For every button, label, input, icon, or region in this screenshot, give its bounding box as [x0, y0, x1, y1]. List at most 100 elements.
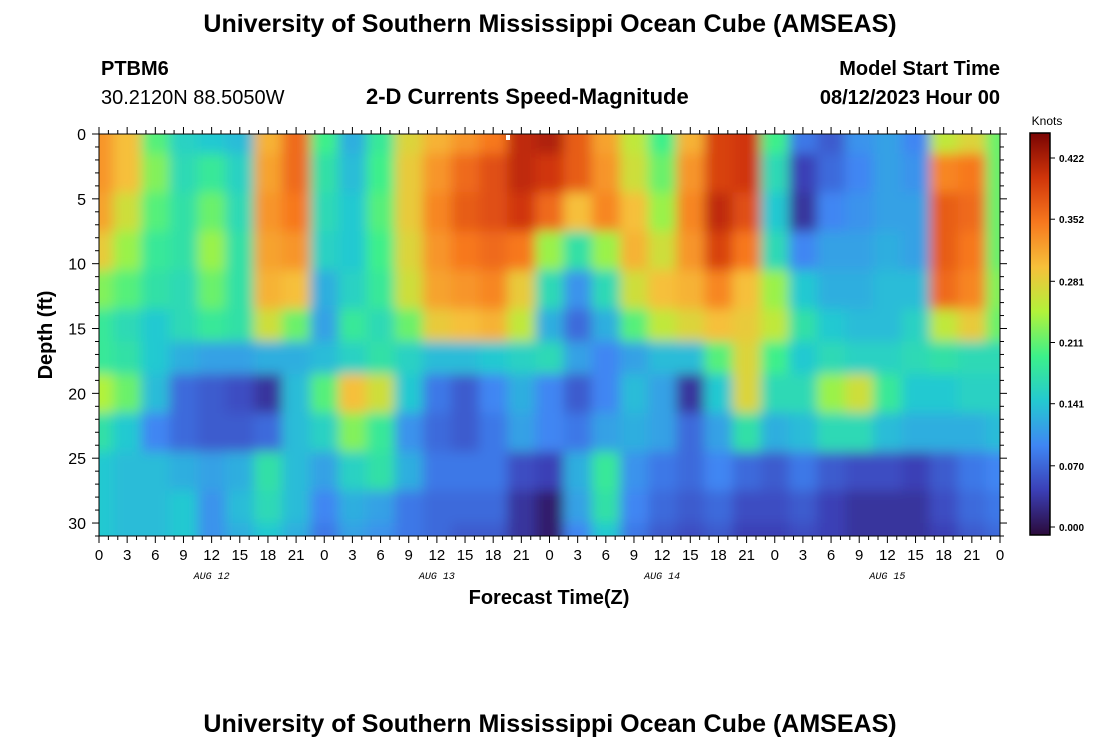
heatmap-cell	[676, 270, 705, 310]
heatmap-cell	[591, 153, 621, 193]
heatmap-cell	[704, 523, 734, 536]
heatmap-cell	[225, 134, 255, 155]
heatmap-cell	[169, 192, 199, 232]
x-tick-label: 12	[879, 547, 896, 564]
day-label: AUG 12	[193, 572, 230, 583]
heatmap-cell	[817, 270, 846, 310]
heatmap-cell	[338, 192, 368, 232]
heatmap-cell	[648, 490, 677, 524]
heatmap-cell	[479, 309, 508, 343]
heatmap-cell	[479, 231, 508, 271]
heatmap-cell	[845, 373, 874, 414]
heatmap-cell	[141, 523, 170, 536]
heatmap-cell	[535, 451, 565, 492]
heatmap-cell	[99, 412, 114, 453]
heatmap-cell	[704, 373, 734, 414]
heatmap-cell	[591, 192, 621, 232]
heatmap-cell	[394, 341, 424, 375]
heatmap-cell	[788, 451, 818, 492]
x-tick-label: 6	[827, 547, 835, 564]
heatmap-cell	[817, 192, 846, 232]
heatmap-cell	[845, 309, 874, 343]
heatmap-cell	[338, 523, 368, 536]
y-tick-label: 5	[77, 192, 86, 209]
heatmap-cell	[99, 309, 114, 343]
heatmap-cell	[310, 309, 339, 343]
heatmap-cell	[957, 309, 987, 343]
heatmap-cell	[563, 490, 593, 524]
heatmap-cell	[113, 373, 142, 414]
heatmap-cell	[676, 373, 705, 414]
heatmap-cell	[901, 523, 931, 536]
heatmap-cell	[901, 134, 931, 155]
heatmap-cell	[422, 451, 452, 492]
heatmap-cell	[957, 373, 987, 414]
x-tick-label: 3	[799, 547, 807, 564]
heatmap-cell	[310, 523, 339, 536]
x-tick-label: 3	[348, 547, 356, 564]
heatmap-cell	[225, 523, 255, 536]
heatmap-cell	[676, 341, 705, 375]
heatmap-cells	[99, 134, 1000, 536]
heatmap-cell	[648, 192, 677, 232]
heatmap-cell	[704, 153, 734, 193]
heatmap-cell	[169, 412, 199, 453]
heatmap-cell	[253, 490, 283, 524]
heatmap-cell	[760, 309, 790, 343]
heatmap-cell	[310, 134, 339, 155]
heatmap-cell	[535, 270, 565, 310]
heatmap-cell	[338, 270, 368, 310]
heatmap-cell	[169, 373, 199, 414]
heatmap-cell	[563, 270, 593, 310]
heatmap-cell	[141, 309, 170, 343]
heatmap-cell	[760, 270, 790, 310]
heatmap-cell	[591, 412, 621, 453]
heatmap-cell	[141, 373, 170, 414]
heatmap-cell	[985, 412, 1000, 453]
heatmap-cell	[873, 412, 903, 453]
heatmap-cell	[760, 153, 790, 193]
heatmap-cell	[422, 490, 452, 524]
heatmap-cell	[873, 134, 903, 155]
heatmap-cell	[338, 341, 368, 375]
heatmap-cell	[451, 412, 480, 453]
heatmap-cell	[422, 309, 452, 343]
x-tick-label: 6	[151, 547, 159, 564]
heatmap-cell	[282, 134, 311, 155]
heatmap-cell	[507, 412, 537, 453]
heatmap-cell	[310, 412, 339, 453]
heatmap-cell	[141, 341, 170, 375]
heatmap-cell	[788, 373, 818, 414]
heatmap-cell	[197, 231, 227, 271]
heatmap-cell	[619, 231, 649, 271]
heatmap-cell	[99, 270, 114, 310]
heatmap-cell	[619, 134, 649, 155]
heatmap-cell	[985, 192, 1000, 232]
heatmap-cell	[845, 490, 874, 524]
heatmap-cell	[479, 192, 508, 232]
heatmap-cell	[113, 192, 142, 232]
x-tick-label: 21	[738, 547, 755, 564]
x-tick-label: 0	[320, 547, 328, 564]
heatmap-cell	[253, 309, 283, 343]
heatmap-cell	[901, 412, 931, 453]
heatmap-cell	[957, 270, 987, 310]
heatmap-cell	[788, 134, 818, 155]
heatmap-cell	[901, 341, 931, 375]
heatmap-cell	[929, 153, 959, 193]
heatmap-cell	[169, 451, 199, 492]
heatmap-cell	[113, 341, 142, 375]
heatmap-cell	[676, 309, 705, 343]
heatmap-cell	[845, 270, 874, 310]
heatmap-cell	[817, 341, 846, 375]
x-tick-label: 15	[457, 547, 474, 564]
heatmap-cell	[563, 309, 593, 343]
heatmap-cell	[648, 134, 677, 155]
heatmap-cell	[929, 309, 959, 343]
heatmap-cell	[253, 523, 283, 536]
heatmap-cell	[310, 270, 339, 310]
heatmap-cell	[957, 341, 987, 375]
heatmap-cell	[704, 134, 734, 155]
heatmap-cell	[338, 373, 368, 414]
x-tick-label: 9	[630, 547, 638, 564]
